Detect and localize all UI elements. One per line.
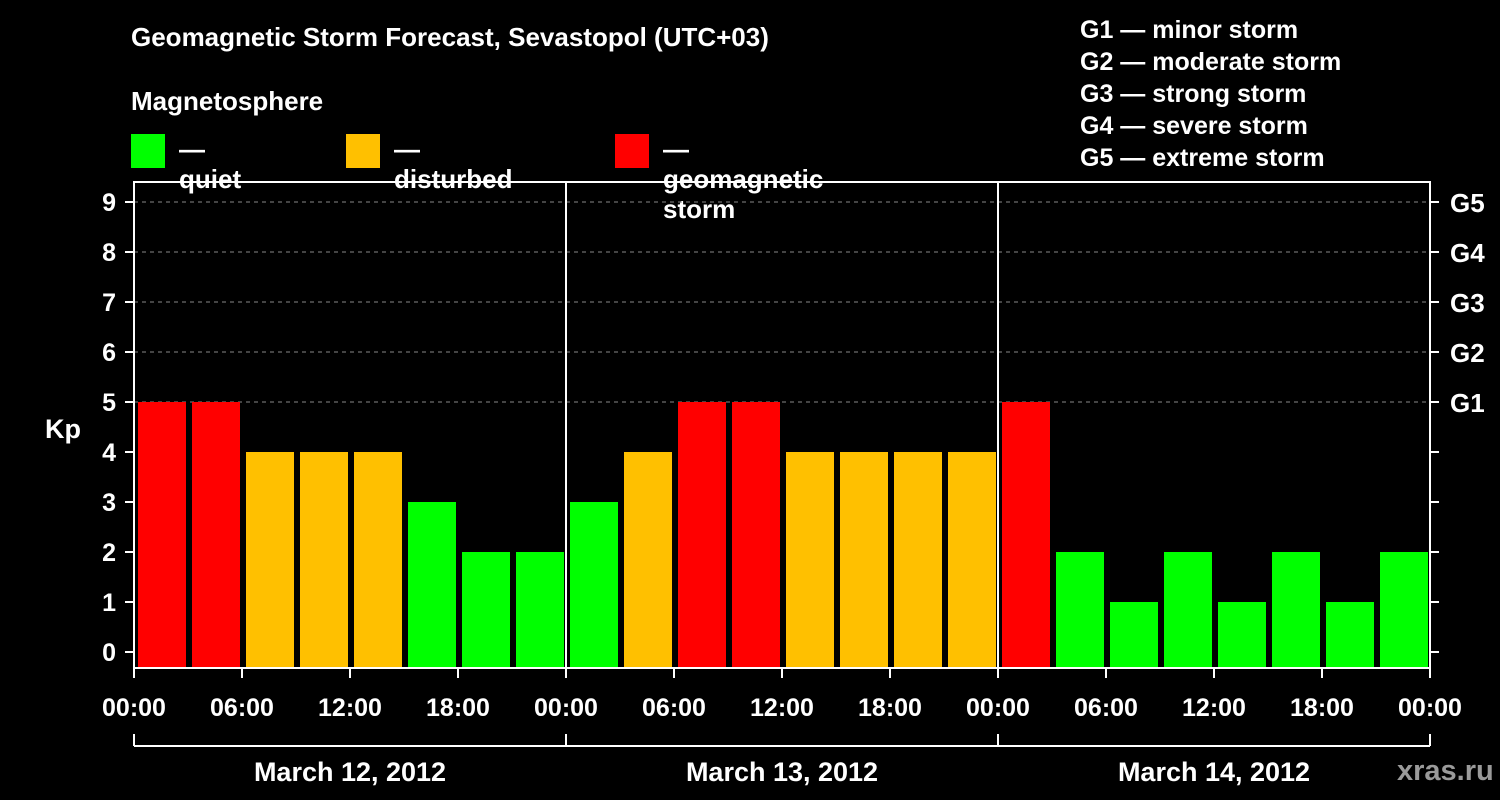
x-tick-label-5: 06:00 [642, 694, 706, 722]
kp-bar-7 [462, 552, 510, 668]
storm-level-g3: G3 — strong storm [1080, 80, 1307, 108]
right-tick-label-g2: G2 [1450, 338, 1485, 368]
y-tick-label-8: 8 [102, 239, 116, 267]
kp-bar-19 [1110, 602, 1158, 668]
magnetosphere-label: Magnetosphere [131, 86, 324, 116]
kp-bar-14 [840, 452, 888, 668]
kp-bar-12 [732, 402, 780, 668]
kp-bar-5 [354, 452, 402, 668]
right-tick-label-g5: G5 [1450, 188, 1485, 218]
right-tick-label-g4: G4 [1450, 238, 1485, 268]
x-tick-label-4: 00:00 [534, 694, 598, 722]
kp-bar-8 [516, 552, 564, 668]
storm-level-g1: G1 — minor storm [1080, 16, 1299, 44]
y-tick-label-0: 0 [102, 639, 116, 667]
kp-bar-16 [948, 452, 996, 668]
kp-bar-3 [246, 452, 294, 668]
chart-title: Geomagnetic Storm Forecast, Sevastopol (… [131, 22, 769, 52]
x-tick-label-10: 12:00 [1182, 694, 1246, 722]
legend-swatch-disturbed [346, 134, 380, 168]
legend-swatch-storm [615, 134, 649, 168]
day-label-3: March 14, 2012 [1118, 757, 1310, 787]
y-tick-label-4: 4 [102, 439, 116, 467]
x-tick-label-12: 00:00 [1398, 694, 1462, 722]
x-tick-label-1: 06:00 [210, 694, 274, 722]
kp-bar-22 [1272, 552, 1320, 668]
kp-bar-6 [408, 502, 456, 668]
kp-bar-10 [624, 452, 672, 668]
kp-bar-4 [300, 452, 348, 668]
y-tick-label-6: 6 [102, 339, 116, 367]
y-axis-label: Kp [45, 414, 81, 444]
kp-bar-18 [1056, 552, 1104, 668]
x-tick-label-2: 12:00 [318, 694, 382, 722]
storm-level-g4: G4 — severe storm [1080, 112, 1308, 140]
storm-level-g5: G5 — extreme storm [1080, 144, 1325, 172]
kp-bar-15 [894, 452, 942, 668]
x-tick-label-3: 18:00 [426, 694, 490, 722]
kp-bar-13 [786, 452, 834, 668]
legend-label-storm: — geomagnetic storm [663, 134, 824, 224]
watermark: xras.ru [1397, 755, 1494, 787]
y-tick-label-5: 5 [102, 389, 116, 417]
y-tick-label-3: 3 [102, 489, 116, 517]
y-tick-label-7: 7 [102, 289, 116, 317]
x-tick-label-11: 18:00 [1290, 694, 1354, 722]
storm-level-g2: G2 — moderate storm [1080, 48, 1342, 76]
x-tick-label-7: 18:00 [858, 694, 922, 722]
kp-bar-1 [138, 402, 186, 668]
y-tick-label-9: 9 [102, 189, 116, 217]
legend-swatch-quiet [131, 134, 165, 168]
y-tick-label-2: 2 [102, 539, 116, 567]
kp-bar-9 [570, 502, 618, 668]
kp-bar-21 [1218, 602, 1266, 668]
storm-level-legend: G1 — minor storm G2 — moderate storm G3 … [1080, 14, 1341, 174]
day-label-1: March 12, 2012 [254, 757, 446, 787]
kp-bar-20 [1164, 552, 1212, 668]
kp-bar-23 [1326, 602, 1374, 668]
x-tick-label-8: 00:00 [966, 694, 1030, 722]
legend-label-quiet: — quiet [179, 134, 242, 194]
day-label-2: March 13, 2012 [686, 757, 878, 787]
x-tick-label-6: 12:00 [750, 694, 814, 722]
kp-bar-11 [678, 402, 726, 668]
legend-label-disturbed: — disturbed [394, 134, 513, 194]
kp-bar-17 [1002, 402, 1050, 668]
right-tick-label-g3: G3 [1450, 288, 1485, 318]
right-tick-label-g1: G1 [1450, 388, 1485, 418]
kp-bar-24 [1380, 552, 1428, 668]
kp-bar-2 [192, 402, 240, 668]
x-tick-label-9: 06:00 [1074, 694, 1138, 722]
x-tick-label-0: 00:00 [102, 694, 166, 722]
y-tick-label-1: 1 [102, 589, 116, 617]
